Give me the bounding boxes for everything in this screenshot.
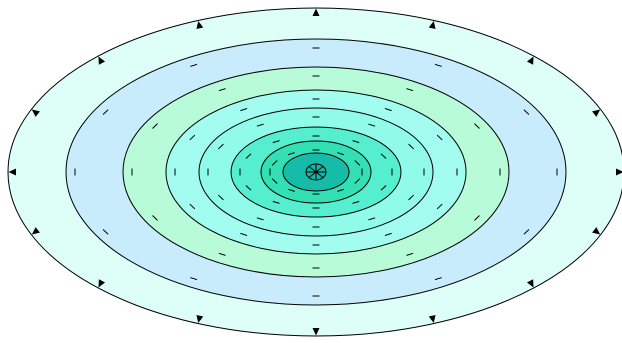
- tick-triangle-ring-1: [31, 227, 40, 235]
- tick-dash-ring-2: [434, 277, 442, 281]
- tick-dash-ring-7: [337, 152, 345, 156]
- tick-dash-ring-6: [245, 185, 252, 191]
- tick-triangle-ring-1: [98, 56, 106, 65]
- tick-dash-ring-6: [352, 140, 360, 144]
- tick-dash-ring-2: [523, 229, 530, 235]
- tick-dash-ring-4: [189, 134, 196, 141]
- tick-dash-ring-3: [474, 215, 480, 221]
- tick-triangle-ring-1: [31, 109, 40, 117]
- contour-rings: [7, 7, 622, 337]
- tick-dash-ring-5: [368, 217, 376, 221]
- tick-dash-ring-2: [190, 63, 198, 67]
- tick-triangle-ring-1: [616, 168, 622, 176]
- tick-triangle-ring-1: [312, 328, 320, 336]
- tick-dash-ring-3: [474, 123, 480, 129]
- tick-dash-ring-2: [102, 229, 109, 235]
- tick-triangle-ring-1: [526, 56, 534, 65]
- tick-dash-ring-7: [354, 178, 361, 184]
- tick-dash-ring-6: [245, 153, 252, 159]
- tick-triangle-ring-1: [196, 314, 204, 324]
- tick-dash-ring-4: [189, 203, 196, 210]
- tick-dash-ring-6: [272, 140, 280, 144]
- tick-dash-ring-3: [406, 252, 414, 256]
- tick-dash-ring-3: [406, 88, 414, 92]
- tick-dash-ring-3: [218, 252, 226, 256]
- tick-dash-ring-5: [217, 143, 224, 150]
- center-spoke: [315, 165, 324, 173]
- tick-dash-ring-4: [436, 134, 443, 141]
- tick-dash-ring-5: [256, 217, 264, 221]
- tick-triangle-ring-1: [196, 20, 204, 30]
- tick-dash-ring-4: [240, 108, 248, 112]
- tick-dash-ring-7: [271, 160, 278, 166]
- tick-triangle-ring-1: [312, 8, 320, 16]
- tick-dash-ring-6: [380, 153, 387, 159]
- tick-dash-ring-2: [434, 63, 442, 67]
- tick-dash-ring-7: [354, 160, 361, 166]
- center-marker: [305, 163, 327, 181]
- tick-triangle-ring-1: [428, 314, 436, 324]
- tick-dash-ring-4: [436, 203, 443, 210]
- tick-dash-ring-5: [368, 123, 376, 127]
- tick-dash-ring-2: [523, 109, 530, 115]
- tick-dash-ring-6: [380, 185, 387, 191]
- tick-dash-ring-6: [352, 200, 360, 204]
- contour-ticks: [8, 8, 622, 336]
- tick-dash-ring-7: [287, 152, 295, 156]
- tick-dash-ring-4: [384, 108, 392, 112]
- tick-dash-ring-5: [256, 123, 264, 127]
- tick-dash-ring-4: [240, 232, 248, 236]
- center-spoke: [308, 165, 317, 173]
- tick-dash-ring-3: [152, 215, 158, 221]
- tick-triangle-ring-1: [592, 109, 601, 117]
- tick-triangle-ring-1: [526, 279, 534, 288]
- tick-dash-ring-6: [272, 200, 280, 204]
- tick-triangle-ring-1: [8, 168, 16, 176]
- tick-dash-ring-7: [287, 188, 295, 192]
- tick-triangle-ring-1: [428, 20, 436, 30]
- tick-triangle-ring-1: [98, 279, 106, 288]
- tick-dash-ring-7: [271, 178, 278, 184]
- tick-dash-ring-5: [408, 194, 415, 201]
- tick-dash-ring-7: [337, 188, 345, 192]
- center-spoke: [308, 171, 317, 179]
- tick-dash-ring-3: [152, 123, 158, 129]
- tick-dash-ring-5: [217, 194, 224, 201]
- tick-dash-ring-2: [102, 109, 109, 115]
- center-spoke: [315, 171, 324, 179]
- tick-dash-ring-5: [408, 143, 415, 150]
- tick-dash-ring-2: [190, 277, 198, 281]
- tick-triangle-ring-1: [592, 227, 601, 235]
- tick-dash-ring-3: [218, 88, 226, 92]
- tick-dash-ring-4: [384, 232, 392, 236]
